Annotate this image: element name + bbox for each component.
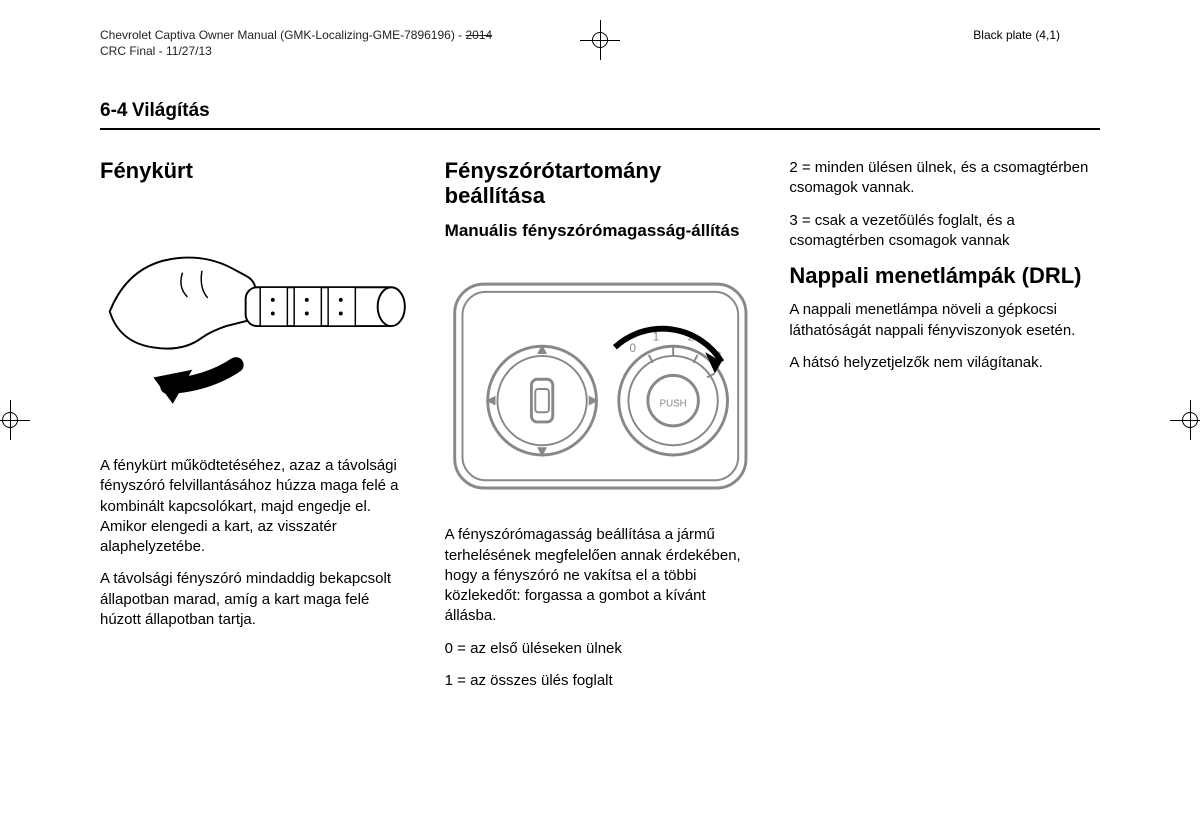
section-drl: Nappali menetlámpák (DRL) [789,263,1100,288]
col1-p1: A fénykürt működtetéséhez, azaz a távols… [100,456,411,557]
running-header-left: Chevrolet Captiva Owner Manual (GMK-Loca… [100,28,492,59]
column-1: Fénykürt [100,158,411,703]
crop-mark-left [0,400,30,440]
svg-text:1: 1 [652,330,658,343]
col2-p3: 1 = az összes ülés foglalt [445,671,756,691]
page-header-rule: 6-4 Világítás [100,100,1100,130]
col3-p1: 2 = minden ülésen ülnek, és a csomagtérb… [789,158,1100,199]
header-line1a: Chevrolet Captiva Owner Manual (GMK-Loca… [100,28,465,42]
col2-p2: 0 = az első üléseken ülnek [445,639,756,659]
page-number: 6-4 [100,100,127,121]
col3-p3: A nappali menetlámpa növeli a gépkocsi l… [789,300,1100,341]
header-line1-strike: 2014 [465,28,492,42]
subsection-manual: Manuális fényszórómagasság-állítás [445,221,756,241]
svg-text:PUSH: PUSH [659,398,686,409]
column-3: 2 = minden ülésen ülnek, és a csomagtérb… [789,158,1100,703]
column-2: Fényszórótartomány beállítása Manuális f… [445,158,756,703]
running-header-right: Black plate (4,1) [973,28,1060,42]
figure-headlamp-dial: PUSH 0 1 2 3 [445,255,756,507]
page-content: 6-4 Világítás Fénykürt [100,100,1100,703]
columns: Fénykürt [100,158,1100,703]
section-fenyszorotartomany: Fényszórótartomány beállítása [445,158,756,209]
col1-p2: A távolsági fényszóró mindaddig bekapcso… [100,569,411,630]
svg-text:0: 0 [629,342,636,355]
col3-p4: A hátsó helyzetjelzők nem világítanak. [789,353,1100,373]
chapter-title: Világítás [132,100,210,121]
col2-p1: A fényszórómagasság beállítása a jármű t… [445,525,756,626]
crop-mark-right [1170,400,1200,440]
figure-stalk-lever [100,195,411,438]
col3-p2: 3 = csak a vezetőülés foglalt, és a csom… [789,211,1100,252]
section-fenykurt: Fénykürt [100,158,411,183]
header-line2: CRC Final - 11/27/13 [100,44,212,58]
crop-mark-top [580,20,620,60]
